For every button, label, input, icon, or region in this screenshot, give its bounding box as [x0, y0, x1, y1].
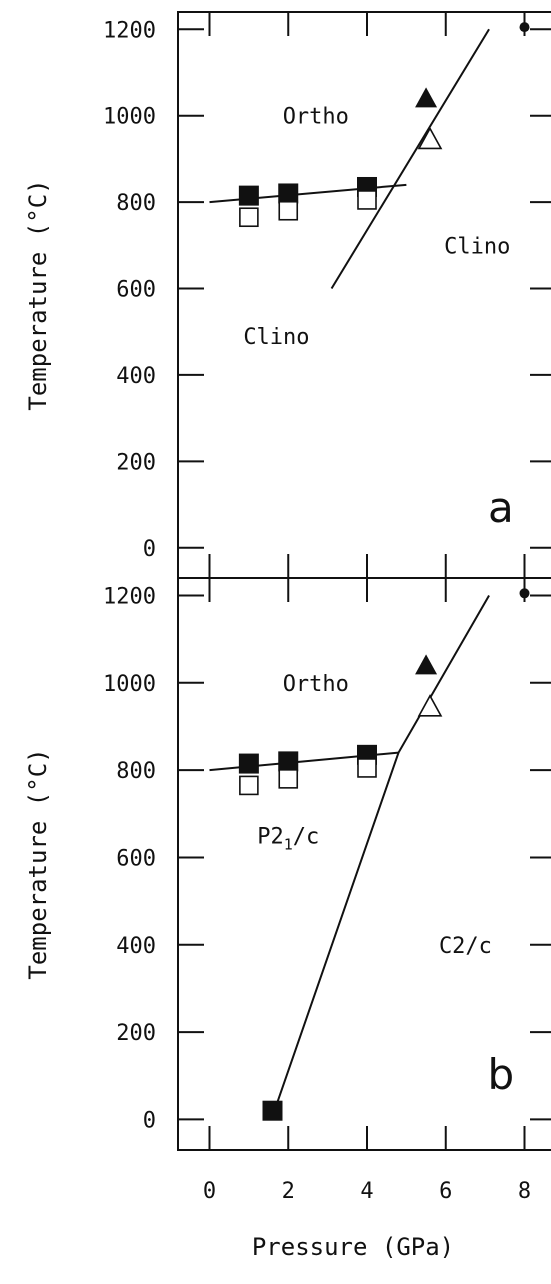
- y-tick-label: 400: [116, 364, 156, 389]
- region-label: Ortho: [283, 672, 349, 697]
- y-tick-label: 1200: [103, 18, 156, 43]
- phase-boundary-line: [273, 594, 490, 1112]
- data-point-open-square: [278, 200, 299, 221]
- data-point-filled-square: [278, 751, 299, 772]
- region-label-suffix: /c: [293, 825, 320, 850]
- region-label: C2/c: [439, 934, 492, 959]
- data-point-open-square: [357, 758, 377, 778]
- x-tick-label: 8: [518, 1179, 531, 1204]
- y-tick-label: 800: [116, 191, 156, 216]
- y-tick-label: 600: [116, 846, 156, 871]
- data-point-open-square: [239, 775, 259, 796]
- y-tick-label: 1000: [103, 672, 156, 697]
- region-label: Clino: [243, 325, 309, 350]
- data-point-filled-square: [238, 753, 259, 774]
- data-point-open-triangle: [417, 694, 443, 717]
- data-point-filled-circle: [519, 22, 530, 33]
- data-point-filled-square: [262, 1100, 283, 1121]
- y-tick-label: 0: [143, 1108, 156, 1133]
- y-tick-label: 800: [116, 759, 156, 784]
- x-tick-label: 2: [282, 1179, 295, 1204]
- data-point-open-square: [357, 190, 377, 210]
- x-tick-label: 6: [439, 1179, 452, 1204]
- data-point-open-square: [239, 207, 259, 228]
- panel-letter-a: a: [488, 483, 514, 532]
- x-tick-label: 0: [203, 1179, 216, 1204]
- data-point-filled-circle: [519, 588, 530, 599]
- y-axis-title: Temperature (°C): [24, 179, 52, 410]
- x-tick-label: 4: [360, 1179, 373, 1204]
- y-tick-label: 200: [116, 450, 156, 475]
- region-label-subscript: 1: [284, 836, 293, 854]
- region-label: Ortho: [283, 105, 349, 130]
- data-point-open-square: [278, 769, 299, 789]
- y-tick-label: 200: [116, 1021, 156, 1046]
- y-tick-label: 0: [143, 537, 156, 562]
- data-point-filled-square: [238, 185, 259, 206]
- region-label-main: P2: [257, 825, 284, 850]
- y-tick-label: 1000: [103, 105, 156, 130]
- x-axis-title: Pressure (GPa): [252, 1233, 454, 1261]
- region-label: P21/c: [257, 825, 319, 854]
- y-tick-label: 1200: [103, 584, 156, 609]
- phase-boundary-line: [330, 28, 490, 290]
- data-point-filled-triangle: [415, 654, 438, 675]
- region-label: Clino: [444, 234, 510, 259]
- data-point-open-triangle: [417, 126, 443, 150]
- y-tick-label: 600: [116, 278, 156, 303]
- y-tick-label: 400: [116, 934, 156, 959]
- data-point-filled-triangle: [415, 87, 438, 108]
- y-axis-title: Temperature (°C): [24, 748, 52, 979]
- panel-letter-b: b: [488, 1050, 515, 1099]
- data-point-filled-square: [278, 183, 299, 204]
